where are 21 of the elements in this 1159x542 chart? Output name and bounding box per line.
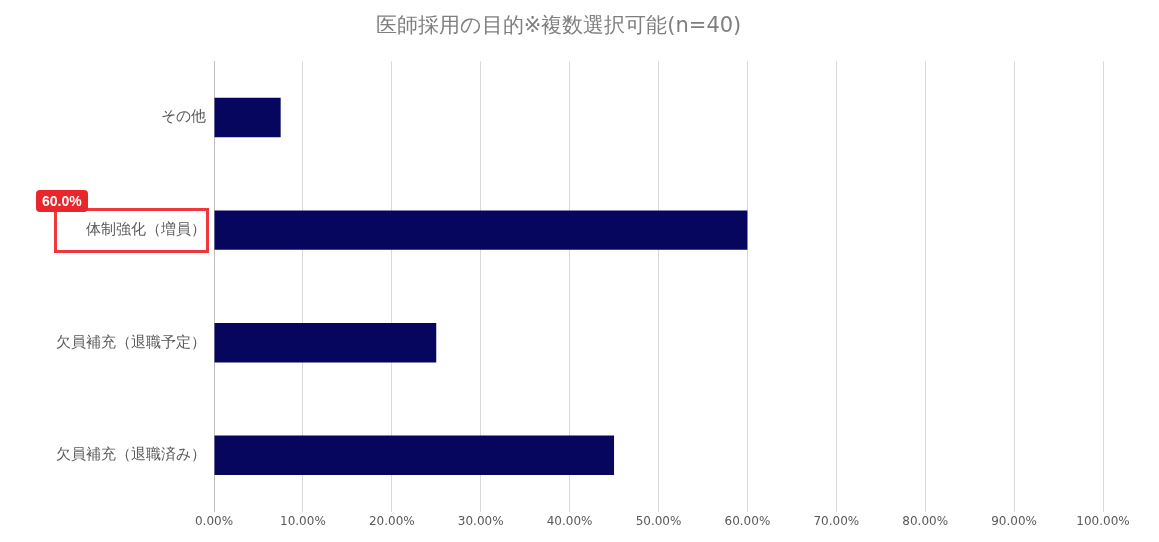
text: 60.0% (36, 190, 88, 213)
bar (214, 435, 615, 476)
chart-title: 医師採用の目的※複数選択可能(n=40) (375, 13, 742, 38)
bar (214, 210, 748, 250)
x-tick-label: 10.00% (280, 513, 326, 528)
x-tick-label: 50.00% (635, 513, 682, 528)
bar (214, 97, 281, 138)
y-tick-label: その他 (161, 107, 206, 126)
x-tick-label: 20.00% (368, 513, 415, 528)
x-tick-label: 30.00% (457, 513, 504, 528)
y-tick-label: 体制強化（増員） (86, 219, 206, 238)
x-tick-label: 70.00% (813, 513, 860, 528)
x-tick-label: 60.00% (724, 513, 771, 528)
x-tick-label: 80.00% (902, 513, 949, 528)
y-tick-label: 欠員補充（退職予定） (56, 332, 206, 351)
y-tick-label: 欠員補充（退職済み） (56, 445, 206, 464)
x-tick-label: 40.00% (546, 513, 593, 528)
x-tick-label: 0.00% (194, 513, 234, 528)
x-tick-label: 90.00% (991, 513, 1037, 528)
bar (214, 323, 437, 363)
x-tick-label: 100.00% (1076, 513, 1130, 528)
